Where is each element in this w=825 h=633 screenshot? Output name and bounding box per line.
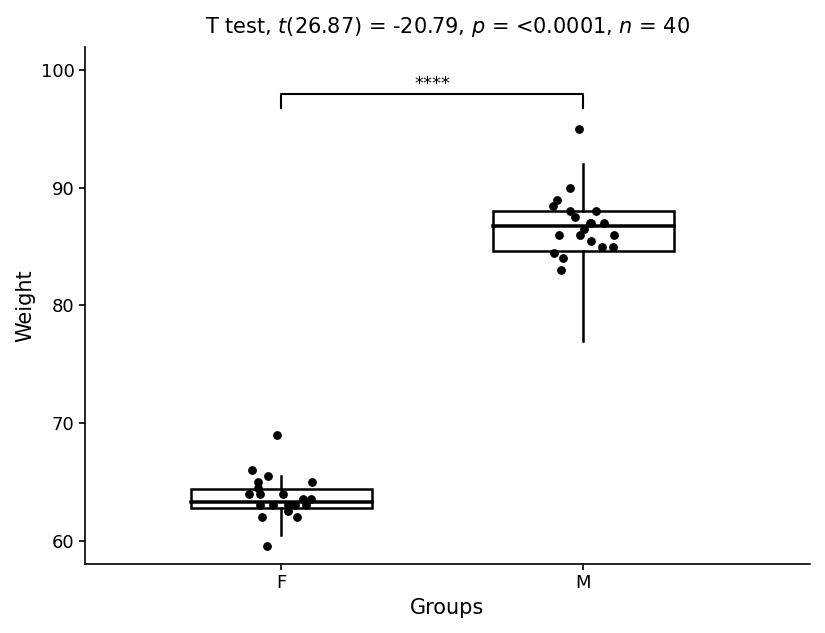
Point — [550, 194, 563, 204]
Text: ****: **** — [414, 75, 450, 92]
Bar — [493, 211, 674, 251]
Point — [547, 201, 560, 211]
Point — [597, 218, 610, 229]
Point — [252, 477, 265, 487]
Title: T test, $t$(26.87) = -20.79, $p$ = <0.0001, $n$ = 40: T test, $t$(26.87) = -20.79, $p$ = <0.00… — [205, 15, 690, 39]
Bar — [191, 489, 372, 508]
Point — [281, 506, 295, 516]
Point — [297, 494, 310, 505]
Point — [252, 482, 265, 492]
Point — [563, 206, 576, 216]
Point — [266, 500, 280, 510]
Point — [557, 253, 570, 263]
Point — [253, 489, 266, 499]
Y-axis label: Weight: Weight — [15, 269, 35, 342]
Point — [256, 512, 269, 522]
Point — [553, 230, 566, 240]
Point — [304, 494, 318, 505]
Point — [606, 242, 620, 252]
Point — [245, 465, 258, 475]
Point — [548, 248, 561, 258]
Point — [583, 218, 596, 229]
Point — [573, 124, 586, 134]
Point — [589, 206, 602, 216]
Point — [578, 224, 591, 234]
Point — [290, 512, 304, 522]
Point — [555, 265, 568, 275]
Point — [243, 489, 256, 499]
Point — [281, 500, 295, 510]
Point — [596, 242, 609, 252]
Point — [276, 489, 290, 499]
Point — [253, 500, 266, 510]
X-axis label: Groups: Groups — [410, 598, 484, 618]
Point — [299, 500, 312, 510]
Point — [261, 541, 274, 551]
Point — [262, 471, 275, 481]
Point — [289, 500, 302, 510]
Point — [608, 230, 621, 240]
Point — [568, 212, 581, 222]
Point — [306, 477, 319, 487]
Point — [563, 183, 577, 193]
Point — [270, 430, 283, 440]
Point — [584, 218, 597, 229]
Point — [584, 235, 597, 246]
Point — [574, 230, 587, 240]
